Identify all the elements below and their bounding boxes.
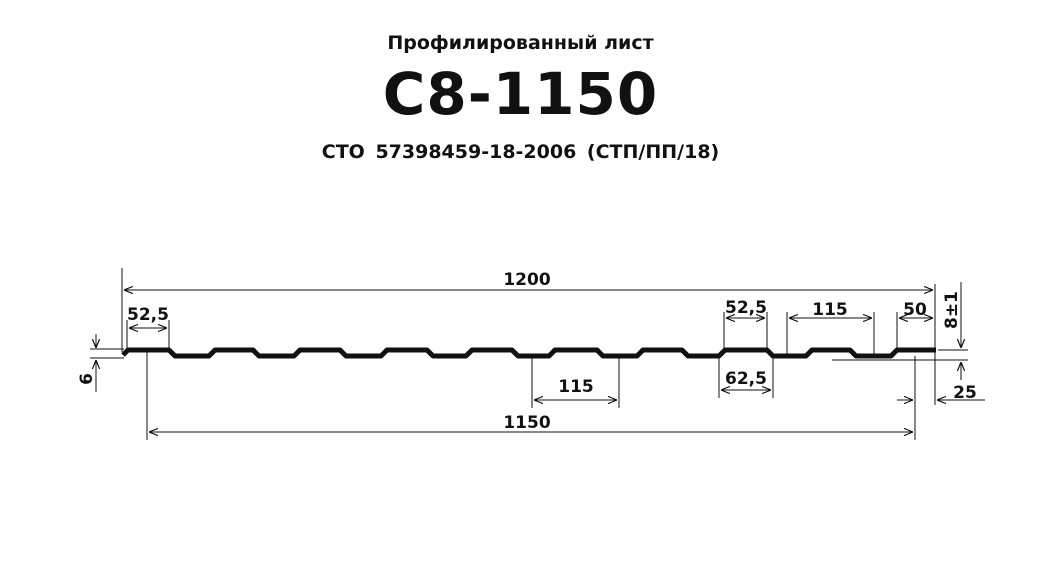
standard-reference: СТО 57398459-18-2006 (СТП/ПП/18) — [321, 141, 720, 163]
dim-label-1150: 1150 — [503, 413, 550, 433]
sheet-profile — [121, 347, 936, 359]
dim-label-52-5-left: 52,5 — [127, 305, 169, 325]
dim-label-115-top: 115 — [812, 300, 848, 320]
dim-label-8: 8±1 — [942, 291, 962, 329]
dim-label-25: 25 — [953, 383, 977, 403]
dim-label-115-bottom: 115 — [558, 377, 594, 397]
drawing-subtitle: Профилированный лист — [387, 32, 654, 54]
drawing-title: С8-1150 — [382, 60, 659, 128]
dim-label-1200: 1200 — [503, 270, 550, 290]
dim-label-50: 50 — [903, 300, 927, 320]
dim-label-52-5-right: 52,5 — [725, 298, 767, 318]
dim-label-62-5: 62,5 — [725, 369, 767, 389]
dim-label-6: 6 — [77, 373, 97, 385]
